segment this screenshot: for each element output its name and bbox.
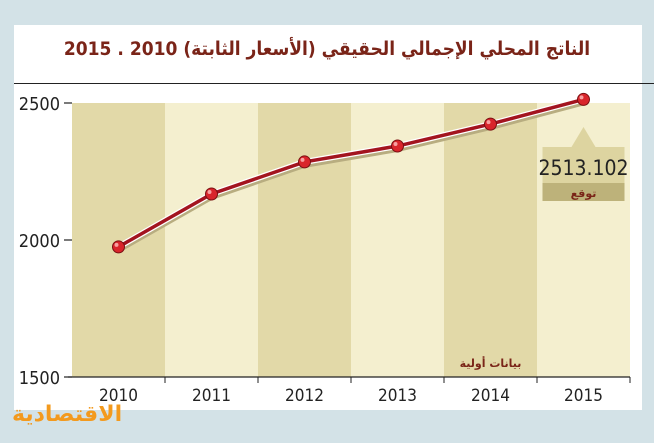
logo: الاقتصادية [12,402,123,427]
x-tick-label-2011: 2011 [192,386,231,406]
data-point-highlight [300,157,305,162]
band-2011 [165,103,258,377]
y-tick-label-2000: 2000 [19,231,60,252]
x-tick-label-2013: 2013 [378,386,417,406]
y-tick-label-2500: 2500 [19,94,60,115]
callout-pointer [571,127,596,147]
data-point-2015 [577,92,590,106]
data-point-highlight [114,242,119,247]
band-2014 [444,103,537,377]
data-point-2014 [484,117,497,131]
preliminary-label: بيانات أولية [460,356,522,370]
data-point-2013 [391,139,404,153]
title-divider [14,83,654,84]
chart-title: الناتج المحلي الإجمالي الحقيقي (الأسعار … [63,38,591,60]
callout-box [542,147,625,183]
callout-label-box [542,183,625,201]
forecast-value: 2513.102 [538,156,628,180]
x-tick-label-2015: 2015 [564,386,603,406]
data-point-highlight [486,120,491,125]
series-line [117,97,584,249]
x-tick-label-2012: 2012 [285,386,324,406]
forecast-label: توقع [571,187,597,200]
series-shadow [117,101,585,253]
x-tick-label-2010: 2010 [99,386,138,406]
x-tick-label-2014: 2014 [471,386,510,406]
data-point-highlight [579,95,584,100]
band-2010 [72,103,165,377]
data-point-highlight [207,189,212,194]
data-point-2011 [205,187,218,201]
y-tick-label-1500: 1500 [19,368,60,389]
data-point-highlight [393,142,398,147]
data-point-2010 [112,240,125,254]
band-2012 [258,103,351,377]
data-point-2012 [298,155,311,169]
